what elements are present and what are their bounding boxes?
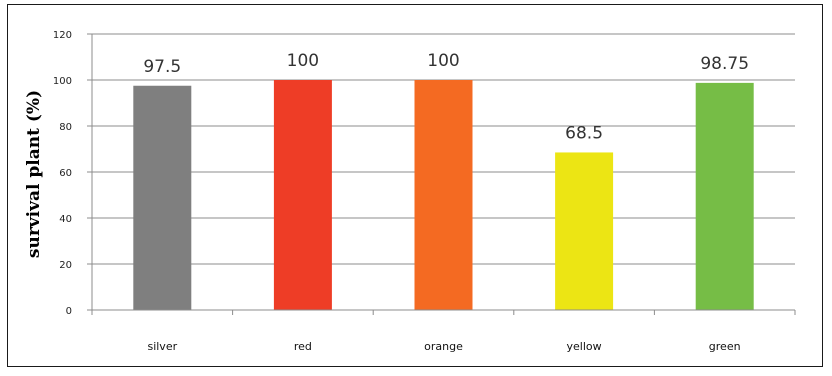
y-tick-label-80: 80 <box>59 122 72 133</box>
data-label-yellow: 68.5 <box>565 123 603 143</box>
data-label-orange: 100 <box>427 51 459 71</box>
data-label-red: 100 <box>287 51 319 71</box>
y-tick-label-60: 60 <box>59 168 72 179</box>
y-tick-label-120: 120 <box>53 30 72 41</box>
y-tick-label-40: 40 <box>59 214 72 225</box>
x-category-label-green: green <box>709 340 741 353</box>
y-tick-labels: 0 20 40 60 80 100 120 <box>53 30 72 317</box>
y-tick-label-20: 20 <box>59 260 72 271</box>
x-category-label-red: red <box>294 340 312 353</box>
axes <box>91 34 796 315</box>
data-labels: 97.5 100 100 68.5 98.75 <box>143 51 749 143</box>
x-category-label-orange: orange <box>424 340 463 353</box>
x-category-label-silver: silver <box>147 340 177 353</box>
bar-yellow <box>555 152 614 310</box>
y-axis-label: survival plant (%) <box>24 90 44 258</box>
bar-orange <box>414 80 473 310</box>
bar-silver <box>133 85 192 310</box>
y-tick-label-0: 0 <box>66 306 72 317</box>
x-category-label-yellow: yellow <box>567 340 602 353</box>
bars <box>133 80 754 310</box>
bar-green <box>695 82 754 310</box>
y-tick-label-100: 100 <box>53 76 72 87</box>
x-category-labels: silver red orange yellow green <box>147 340 740 353</box>
bar-red <box>273 80 332 310</box>
data-label-silver: 97.5 <box>143 57 181 77</box>
data-label-green: 98.75 <box>700 54 749 74</box>
